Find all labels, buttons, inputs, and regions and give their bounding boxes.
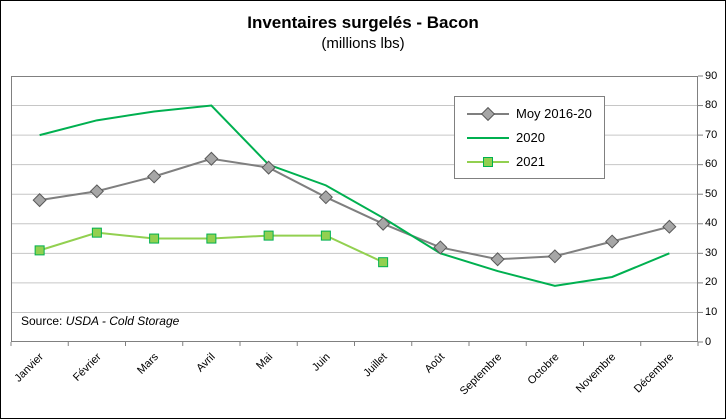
legend-label: 2020 [516, 130, 545, 145]
source-note: Source: USDA - Cold Storage [21, 314, 179, 328]
chart-subtitle: (millions lbs) [321, 35, 405, 52]
legend-marker-square [467, 156, 509, 167]
y-axis-tick-label: 10 [705, 305, 718, 318]
source-text: USDA - Cold Storage [65, 314, 180, 328]
x-axis-tick-label: Mai [254, 351, 276, 373]
x-axis-tick-label: Mars [134, 351, 161, 377]
y-axis-tick-label: 50 [705, 187, 718, 200]
x-axis-tick-label: Juin [309, 351, 333, 374]
legend-marker-none [467, 136, 509, 139]
x-axis-tick-label: Février [70, 351, 104, 384]
y-axis-tick-label: 70 [705, 128, 718, 141]
x-axis-tick-label: Octobre [525, 351, 562, 388]
legend: Moy 2016-20 2020 2021 [454, 96, 605, 179]
x-axis-tick-label: Août [422, 351, 447, 376]
plot-svg [10, 75, 703, 346]
chart-title: Inventaires surgelés - Bacon [247, 13, 479, 32]
x-axis-tick-label: Janvier [12, 351, 47, 385]
y-axis-tick-label: 60 [705, 158, 718, 171]
x-axis-tick-label: Novembre [574, 351, 619, 396]
x-axis-tick-label: Septembre [457, 351, 505, 398]
source-prefix: Source: [21, 314, 66, 328]
y-axis-tick-label: 30 [705, 246, 718, 259]
legend-item: Moy 2016-20 [467, 106, 592, 121]
x-axis-tick-label: Juillet [361, 351, 390, 380]
y-axis-tick-label: 40 [705, 217, 718, 230]
legend-label: Moy 2016-20 [516, 106, 592, 121]
legend-item: 2021 [467, 154, 592, 169]
y-axis-tick-label: 90 [705, 69, 718, 82]
legend-marker-diamond [467, 106, 509, 121]
y-axis-tick-label: 20 [705, 276, 718, 289]
plot-area [10, 75, 703, 346]
x-axis-tick-label: Avril [194, 351, 218, 375]
x-axis-tick-label: Décembre [631, 351, 676, 396]
legend-label: 2021 [516, 154, 545, 169]
y-axis-tick-label: 80 [705, 99, 718, 112]
legend-item: 2020 [467, 130, 592, 145]
y-axis-tick-label: 0 [705, 335, 712, 348]
